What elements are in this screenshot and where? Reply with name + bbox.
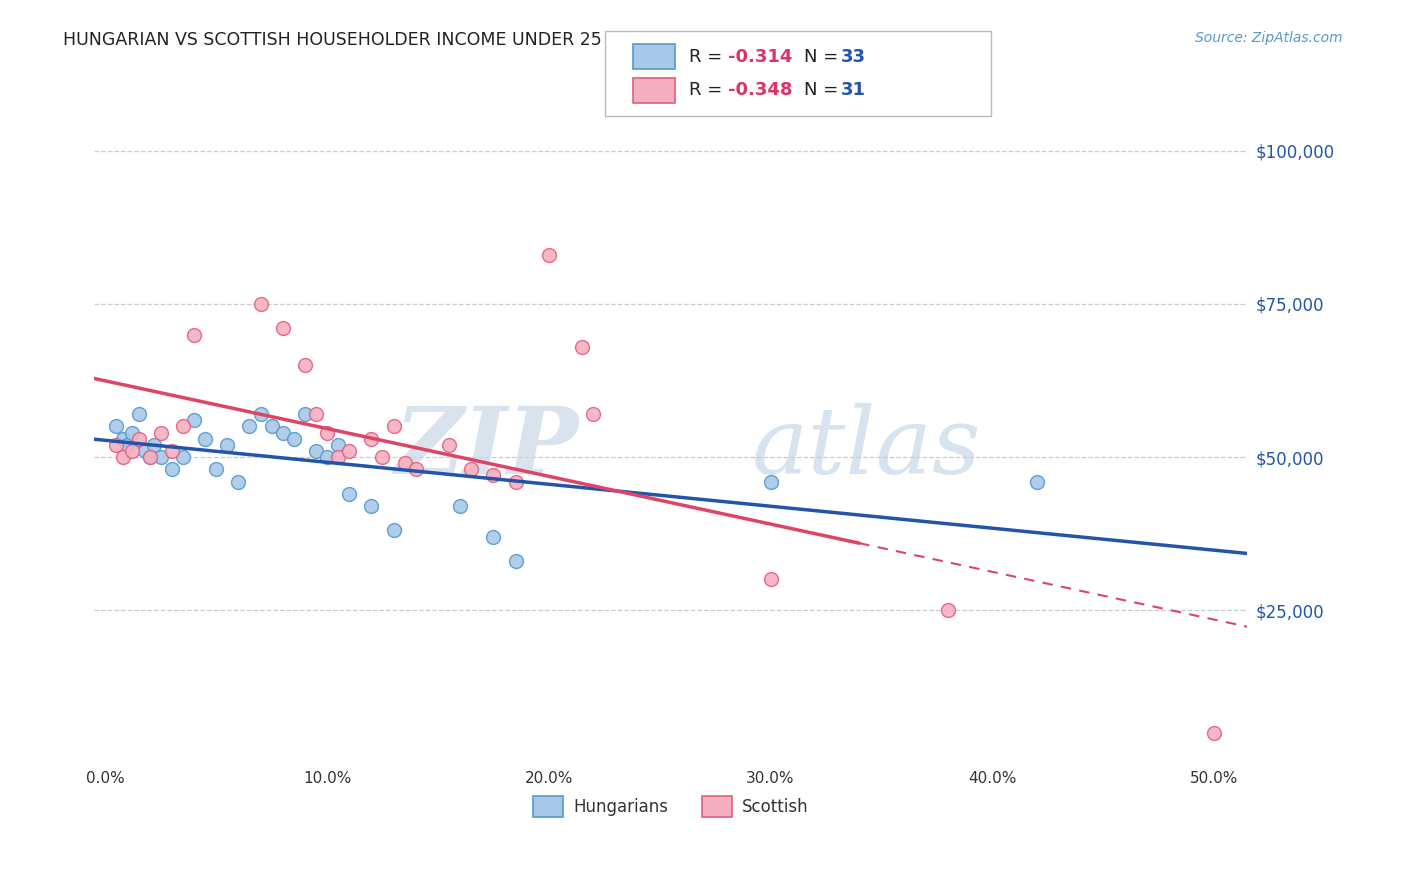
Point bbox=[172, 450, 194, 464]
Point bbox=[449, 499, 471, 513]
Text: N =: N = bbox=[804, 48, 844, 66]
Text: N =: N = bbox=[804, 81, 844, 99]
Point bbox=[105, 438, 128, 452]
Point bbox=[326, 450, 349, 464]
Point bbox=[394, 456, 416, 470]
Text: R =: R = bbox=[689, 48, 728, 66]
Text: 33: 33 bbox=[841, 48, 866, 66]
Point bbox=[360, 499, 382, 513]
Point bbox=[305, 407, 328, 421]
Point bbox=[371, 450, 394, 464]
Point bbox=[936, 603, 959, 617]
Point bbox=[1025, 475, 1047, 489]
Point bbox=[337, 443, 360, 458]
Point bbox=[382, 524, 405, 538]
Point bbox=[260, 419, 283, 434]
Point bbox=[316, 450, 339, 464]
Point bbox=[105, 419, 128, 434]
Point bbox=[172, 419, 194, 434]
Point bbox=[138, 450, 160, 464]
Point bbox=[405, 462, 427, 476]
Point bbox=[149, 450, 172, 464]
Text: ZIP: ZIP bbox=[394, 402, 578, 492]
Point bbox=[112, 450, 135, 464]
Point bbox=[138, 450, 160, 464]
Legend: Hungarians, Scottish: Hungarians, Scottish bbox=[527, 789, 815, 823]
Point bbox=[238, 419, 260, 434]
Point bbox=[505, 475, 527, 489]
Point bbox=[112, 432, 135, 446]
Point bbox=[759, 573, 782, 587]
Point bbox=[382, 419, 405, 434]
Point bbox=[337, 487, 360, 501]
Point bbox=[759, 475, 782, 489]
Point bbox=[128, 407, 150, 421]
Point bbox=[316, 425, 339, 440]
Point bbox=[360, 432, 382, 446]
Point bbox=[205, 462, 228, 476]
Point bbox=[294, 358, 316, 372]
Text: atlas: atlas bbox=[751, 402, 981, 492]
Text: HUNGARIAN VS SCOTTISH HOUSEHOLDER INCOME UNDER 25 YEARS CORRELATION CHART: HUNGARIAN VS SCOTTISH HOUSEHOLDER INCOME… bbox=[63, 31, 858, 49]
Point bbox=[1202, 725, 1225, 739]
Point bbox=[294, 407, 316, 421]
Point bbox=[571, 340, 593, 354]
Text: -0.314: -0.314 bbox=[728, 48, 793, 66]
Point bbox=[283, 432, 305, 446]
Point bbox=[537, 248, 560, 262]
Point bbox=[326, 438, 349, 452]
Point bbox=[271, 321, 294, 335]
Text: Source: ZipAtlas.com: Source: ZipAtlas.com bbox=[1195, 31, 1343, 45]
Point bbox=[134, 443, 156, 458]
Point bbox=[437, 438, 460, 452]
Point bbox=[482, 468, 505, 483]
Point bbox=[305, 443, 328, 458]
Point bbox=[460, 462, 482, 476]
Point bbox=[582, 407, 605, 421]
Text: 31: 31 bbox=[841, 81, 866, 99]
Text: -0.348: -0.348 bbox=[728, 81, 793, 99]
Point bbox=[128, 432, 150, 446]
Point bbox=[505, 554, 527, 568]
Point bbox=[249, 297, 271, 311]
Point bbox=[271, 425, 294, 440]
Point bbox=[160, 443, 183, 458]
Point bbox=[194, 432, 217, 446]
Point bbox=[482, 530, 505, 544]
Point bbox=[143, 438, 166, 452]
Point bbox=[149, 425, 172, 440]
Point bbox=[183, 413, 205, 427]
Point bbox=[183, 327, 205, 342]
Point bbox=[217, 438, 239, 452]
Point bbox=[249, 407, 271, 421]
Point bbox=[121, 443, 143, 458]
Point bbox=[121, 425, 143, 440]
Point bbox=[160, 462, 183, 476]
Point bbox=[228, 475, 250, 489]
Point bbox=[117, 438, 139, 452]
Text: R =: R = bbox=[689, 81, 728, 99]
